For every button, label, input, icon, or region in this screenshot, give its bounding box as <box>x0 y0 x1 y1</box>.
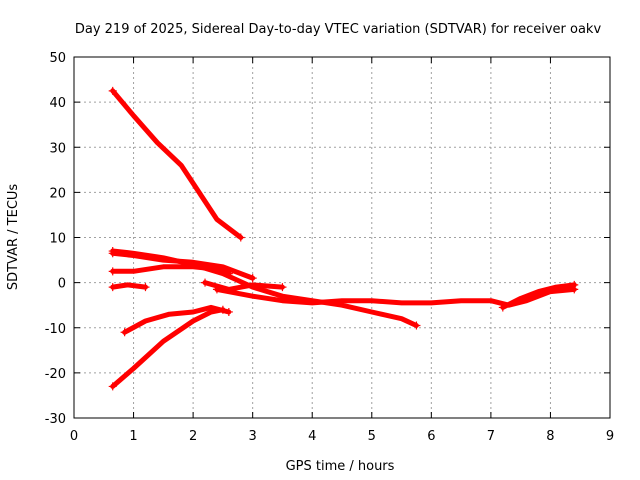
y-tick-label: -30 <box>45 412 66 427</box>
series-track-4 <box>110 250 256 281</box>
series-track-10 <box>500 282 577 310</box>
x-tick-label: 5 <box>368 429 376 444</box>
x-tick-label: 4 <box>308 429 316 444</box>
grid-layer <box>74 57 610 418</box>
plus-marker <box>218 305 227 314</box>
plus-marker <box>278 283 287 292</box>
plus-marker <box>224 307 233 316</box>
y-tick-label: 30 <box>49 141 66 156</box>
plus-marker <box>108 249 117 258</box>
series-track-9 <box>214 286 577 308</box>
plus-marker <box>108 382 117 391</box>
x-tick-label: 9 <box>606 429 614 444</box>
x-axis-label: GPS time / hours <box>286 459 395 474</box>
chart-title: Day 219 of 2025, Sidereal Day-to-day VTE… <box>75 22 602 37</box>
y-tick-label: -10 <box>45 322 66 337</box>
y-axis-label: SDTVAR / TECUs <box>6 184 21 291</box>
series-layer <box>108 86 579 391</box>
plus-marker <box>412 321 421 330</box>
plus-marker <box>498 303 507 312</box>
y-tick-label: -20 <box>45 367 66 382</box>
plus-marker <box>212 285 221 294</box>
x-tick-label: 0 <box>70 429 78 444</box>
x-tick-label: 8 <box>546 429 554 444</box>
plus-marker <box>108 86 117 95</box>
plus-marker <box>120 328 129 337</box>
plot-frame <box>73 56 611 419</box>
x-tick-label: 2 <box>189 429 197 444</box>
y-tick-label: 0 <box>58 277 66 292</box>
plus-marker <box>201 278 210 287</box>
plus-marker <box>236 233 245 242</box>
y-tick-label: 40 <box>49 96 66 111</box>
tick-layer: 0 1 2 3 4 5 6 7 8 9 -30 -20 -10 0 10 20 30 40 50 <box>45 51 614 444</box>
x-tick-label: 6 <box>427 429 435 444</box>
x-tick-label: 3 <box>249 429 257 444</box>
x-tick-label: 7 <box>487 429 495 444</box>
y-tick-label: 20 <box>49 186 66 201</box>
x-tick-label: 1 <box>129 429 137 444</box>
plus-marker <box>108 267 117 276</box>
series-track-3 <box>110 264 232 277</box>
y-tick-label: 10 <box>49 232 66 247</box>
plus-marker <box>141 283 150 292</box>
series-track-6 <box>122 304 232 335</box>
series-track-7 <box>110 307 226 389</box>
series-track-5 <box>110 282 148 290</box>
plus-marker <box>108 283 117 292</box>
series-track-1 <box>110 88 244 240</box>
plus-marker <box>248 274 257 283</box>
y-tick-label: 50 <box>49 51 66 66</box>
plus-marker <box>570 280 579 289</box>
